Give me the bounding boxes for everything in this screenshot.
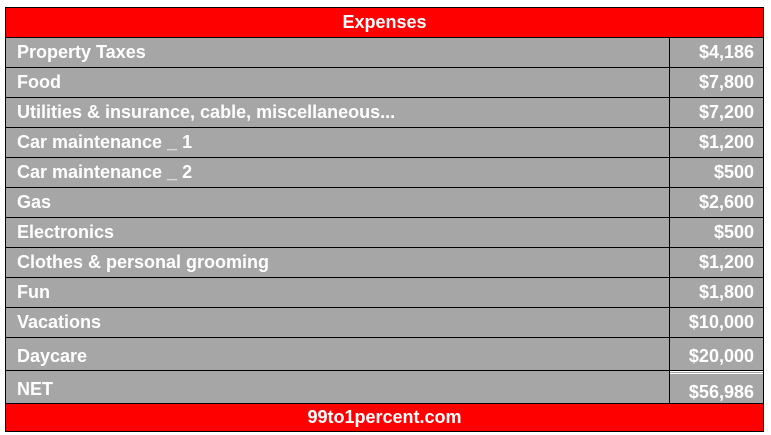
row-label: Vacations — [6, 308, 670, 337]
table-row: Food $7,800 — [6, 68, 763, 98]
row-value: $7,800 — [698, 72, 754, 92]
row-value: $20,000 — [688, 346, 754, 366]
table-body: Property Taxes $4,186 Food $7,800 Utilities … — [6, 38, 763, 371]
table-row: Clothes & personal grooming $1,200 — [6, 248, 763, 278]
row-label: Food — [6, 68, 670, 97]
row-value: $500 — [713, 162, 754, 182]
row-value: $1,800 — [698, 282, 754, 302]
table-row: Gas $2,600 — [6, 188, 763, 218]
row-value: $4,186 — [698, 42, 754, 62]
row-label: Gas — [6, 188, 670, 217]
net-label: NET — [6, 371, 670, 403]
table-row: Property Taxes $4,186 — [6, 38, 763, 68]
row-label: Car maintenance _ 2 — [6, 158, 670, 187]
row-value: $10,000 — [688, 312, 754, 332]
table-row: Electronics $500 — [6, 218, 763, 248]
table-row: Fun $1,800 — [6, 278, 763, 308]
row-label: Daycare — [6, 338, 670, 370]
row-label: Property Taxes — [6, 38, 670, 67]
row-value: $500 — [713, 222, 754, 242]
row-label: Car maintenance _ 1 — [6, 128, 670, 157]
row-value: $7,200 — [698, 102, 754, 122]
row-value: $1,200 — [698, 252, 754, 272]
row-label: Electronics — [6, 218, 670, 247]
table-row: Vacations $10,000 — [6, 308, 763, 338]
table-row: Car maintenance _ 2 $500 — [6, 158, 763, 188]
row-value: $2,600 — [698, 192, 754, 212]
expenses-table: Expenses Property Taxes $4,186 Food $7,800 U… — [5, 7, 764, 432]
row-label: Fun — [6, 278, 670, 307]
table-row: Daycare $20,000 — [6, 338, 763, 371]
row-label: Utilities & insurance, cable, miscellane… — [6, 98, 670, 127]
table-row: Utilities & insurance, cable, miscellane… — [6, 98, 763, 128]
row-value: $1,200 — [698, 132, 754, 152]
net-value: $56,986 — [670, 371, 763, 403]
table-row: Car maintenance _ 1 $1,200 — [6, 128, 763, 158]
table-title: Expenses — [6, 8, 763, 38]
row-label: Clothes & personal grooming — [6, 248, 670, 277]
footer-source: 99to1percent.com — [6, 404, 763, 431]
net-row: NET $56,986 — [6, 371, 763, 404]
